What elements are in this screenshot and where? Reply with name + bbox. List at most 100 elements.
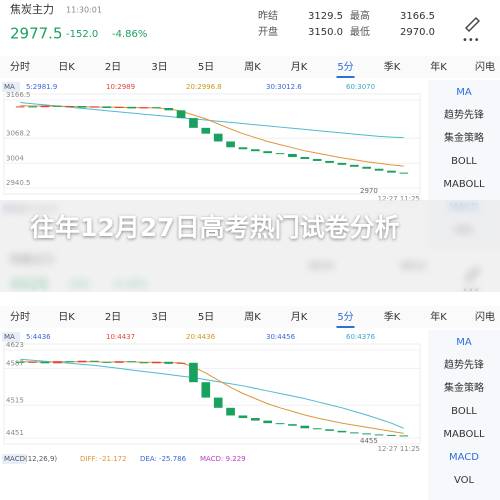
candle [102,106,112,108]
macd-badge [2,454,26,464]
tab-bar [0,306,500,328]
tab[interactable]: 3日 [151,312,167,323]
tab[interactable]: 周K [244,61,261,73]
ma-value: 20:4436 [186,333,216,341]
ma-value: 5:2981.9 [26,83,57,91]
candle [288,424,297,426]
candle [238,415,248,419]
candle [362,433,372,435]
price: 2977.5 [10,25,63,43]
candle [90,106,99,108]
tab[interactable]: 5日 [198,62,214,73]
candle [28,106,37,108]
macd-label: MACD(12,26,9) [4,455,57,463]
macd-value: DEA: -25.786 [140,455,187,463]
tab[interactable]: 月K [291,311,308,323]
candle [226,141,235,148]
tab[interactable]: 5日 [198,312,214,323]
candle [176,110,186,119]
tab[interactable]: 5分 [337,61,353,73]
candle [362,166,372,169]
chart-frame [3,343,421,445]
tab[interactable]: 季K [384,311,401,323]
candle [139,362,149,364]
quote-time: 11:30:01 [66,6,102,15]
tab[interactable]: 闪电 [475,60,495,73]
edit-icon[interactable] [465,17,480,32]
tab[interactable]: 分时 [10,311,30,323]
stat-value: 3166.5 [400,11,435,22]
candle [201,382,211,398]
candle [325,429,334,431]
tab[interactable]: 周K [244,311,261,323]
tab[interactable]: 闪电 [475,310,495,323]
tab[interactable]: 年K [430,310,447,323]
tab[interactable]: 季K [384,61,401,73]
indicator[interactable]: MACD [449,452,479,463]
candle [387,434,396,436]
indicator[interactable]: MABOLL [443,429,485,440]
candle [189,362,198,383]
candle [213,133,223,142]
ma-badge [2,332,20,342]
tab[interactable]: 日K [58,62,75,73]
candle [374,168,384,171]
indicator[interactable]: 趋势先锋 [444,108,484,121]
tab[interactable]: 2日 [105,312,121,323]
candle [337,430,347,433]
candle [213,397,223,408]
indicator[interactable]: BOLL [451,156,477,167]
macd-value: MACD: 9.229 [200,455,246,463]
candle [127,106,136,109]
indicator[interactable]: MA [456,87,472,98]
indicator[interactable]: 集金策略 [444,131,484,144]
stat-label: 最高 [350,9,370,22]
last-price: 4455 [360,437,378,445]
candle [238,147,248,150]
ma-value: 10:4437 [106,333,135,341]
ma-line [20,102,404,139]
tab[interactable]: 月K [291,61,308,73]
indicator[interactable]: 集金策略 [444,381,484,394]
sidebar [428,330,500,500]
candle [127,361,136,363]
ma-value: 60:4376 [346,333,376,341]
tab[interactable]: 年K [430,60,447,73]
candle [102,361,112,363]
candle [65,361,75,363]
indicator[interactable]: MABOLL [443,179,485,190]
instrument-name: 焦炭主力 [10,3,54,16]
ma-badge [2,82,20,92]
stat-label: 最低 [350,25,370,38]
macd-value: DIFF: -21.172 [80,455,127,463]
candle [399,172,409,174]
tab[interactable]: 分时 [10,61,30,73]
candle [250,149,260,152]
tab-underline [336,326,355,328]
candle [189,118,198,128]
candle [300,157,310,159]
y-tick-label: 3004 [6,154,24,162]
candle [164,107,174,111]
tab[interactable]: 3日 [151,62,167,73]
indicator[interactable]: 趋势先锋 [444,358,484,371]
indicator[interactable]: MA [456,337,472,348]
candle [399,435,409,437]
y-tick-label: 4587 [6,359,24,367]
candle [52,361,62,364]
candle [300,425,310,429]
ma-value: 30:3012.6 [266,83,302,91]
tab[interactable]: 日K [58,312,75,323]
candle [226,407,235,416]
indicator[interactable]: VOL [454,475,475,486]
candle [325,160,334,163]
candle [28,361,37,363]
tab[interactable]: 5分 [337,311,353,323]
candle [349,164,359,167]
y-tick-label: 4451 [6,429,24,437]
indicator[interactable]: BOLL [451,406,477,417]
ma-line [20,105,404,167]
candle [52,105,62,107]
ma-label: MA [4,333,15,341]
tab[interactable]: 2日 [105,62,121,73]
